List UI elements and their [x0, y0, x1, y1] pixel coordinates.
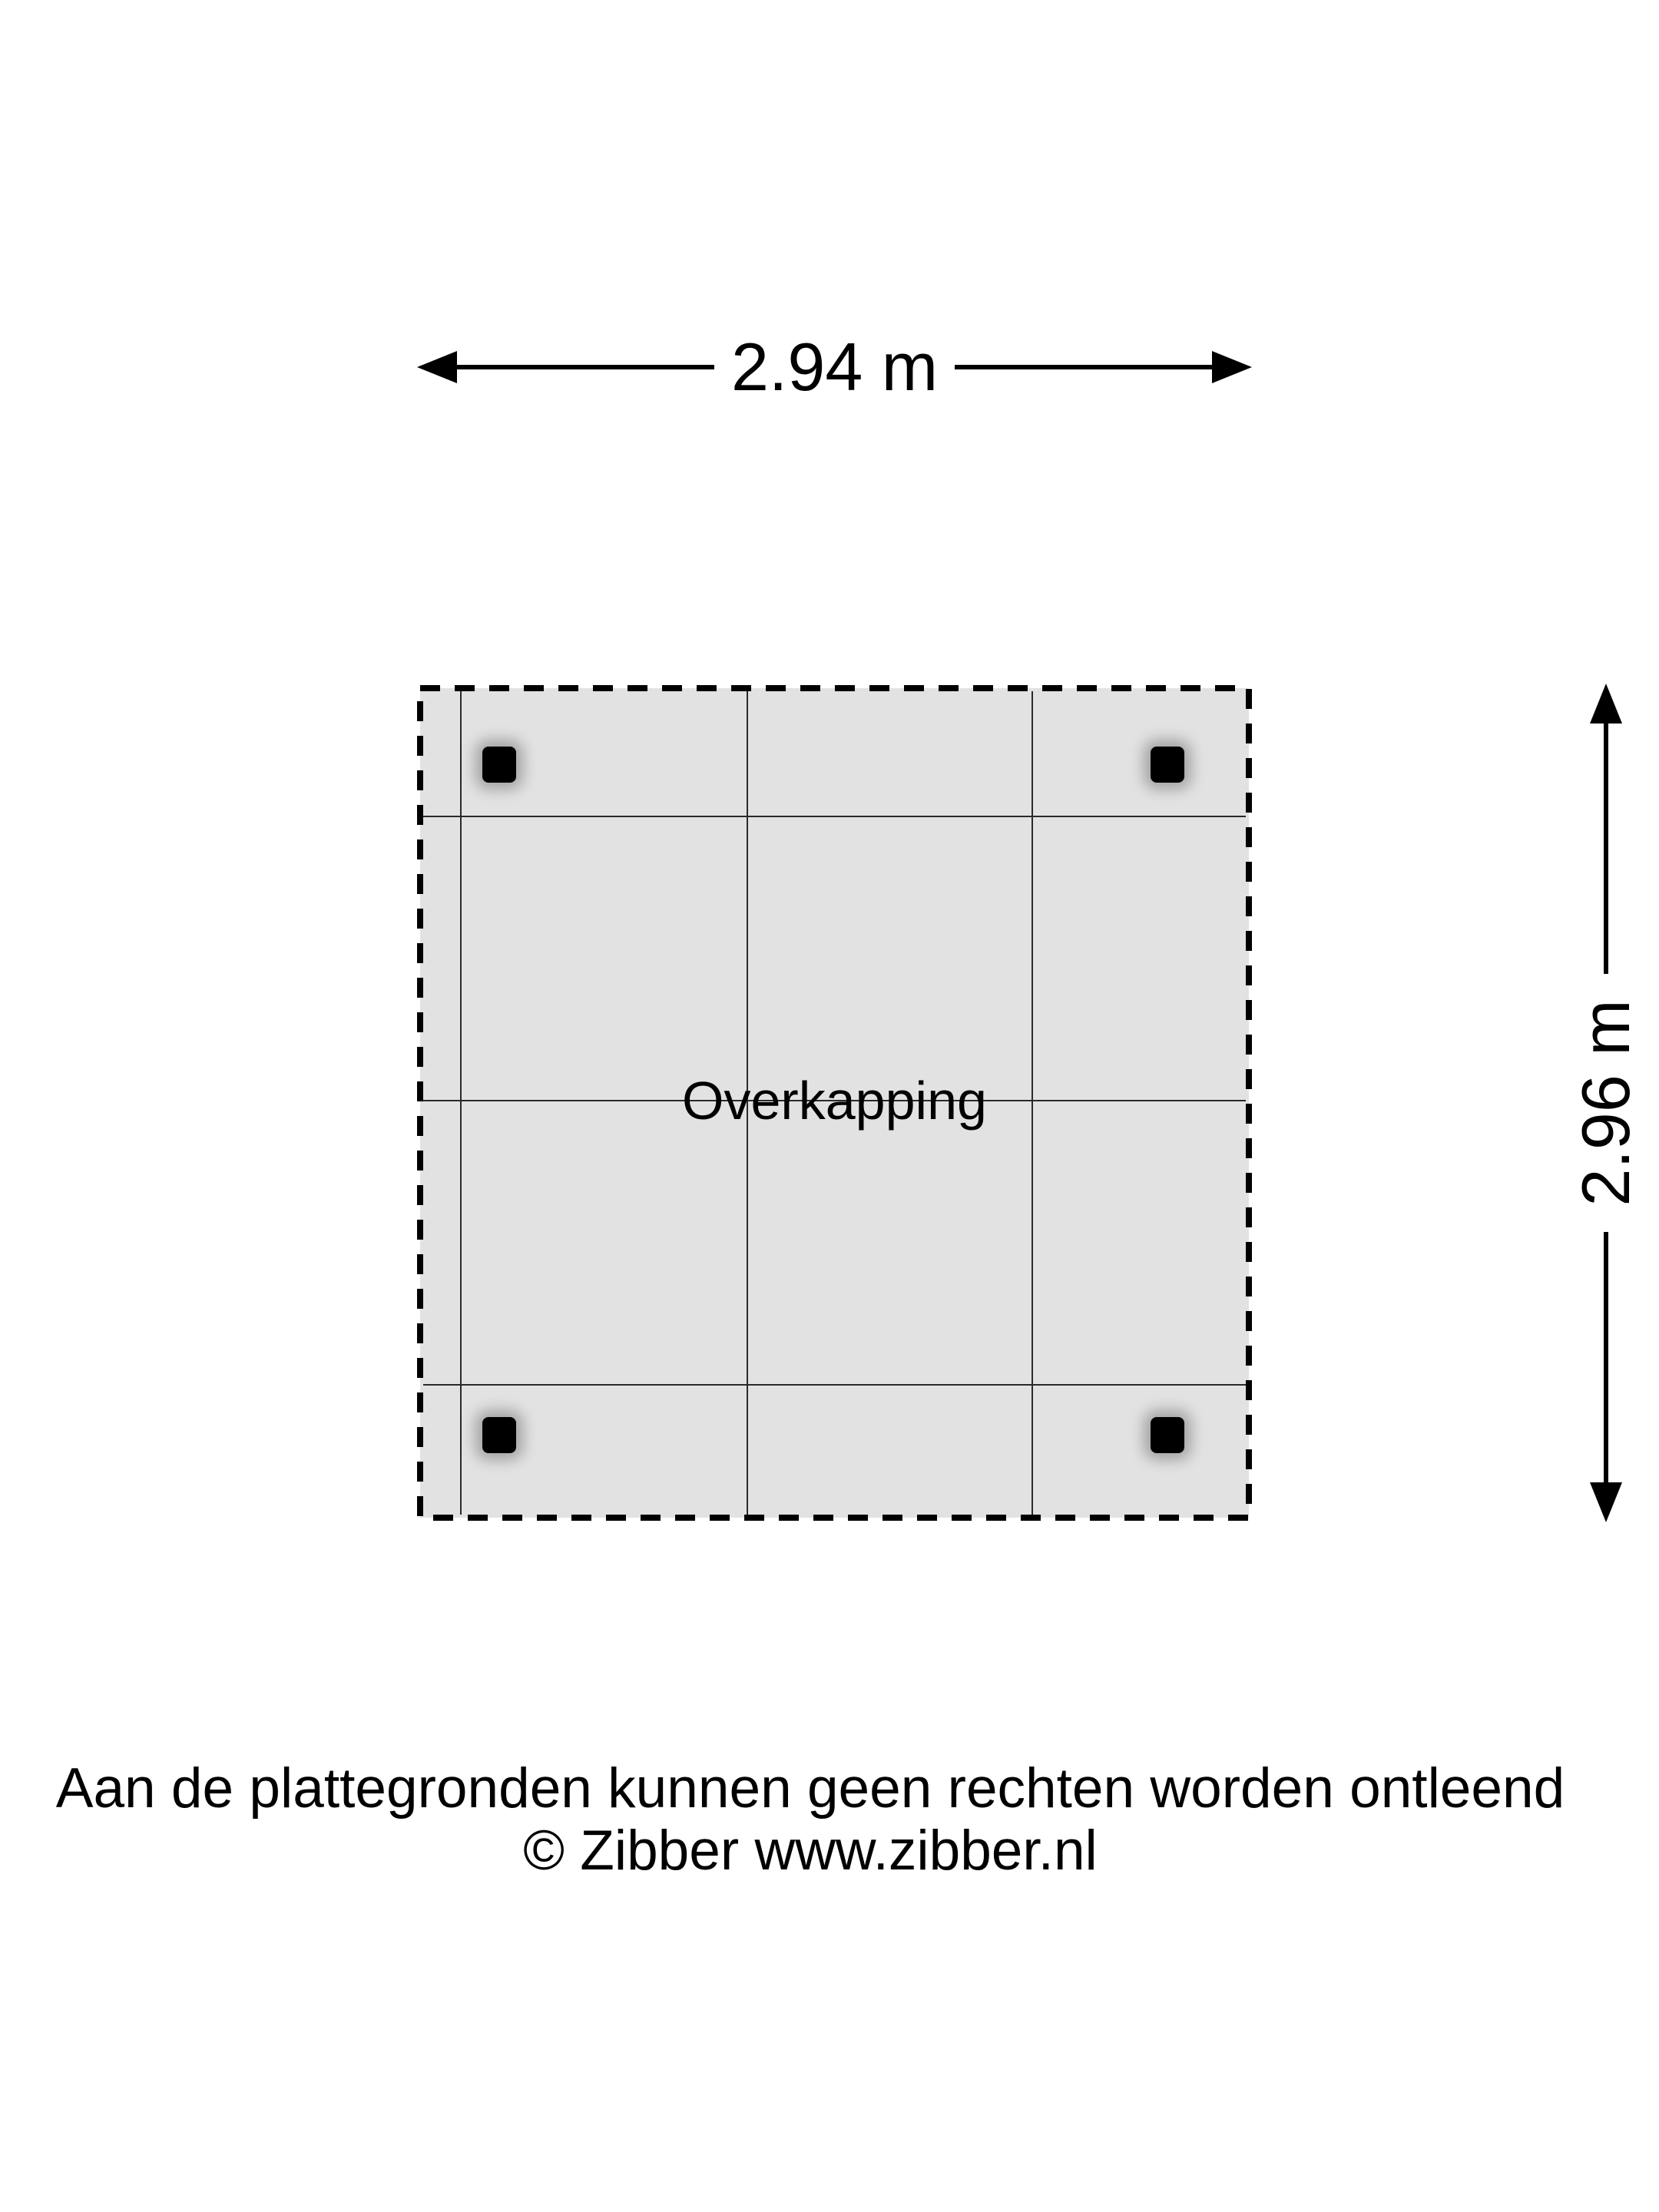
- dimension-line: [1604, 1232, 1608, 1482]
- dimension-line: [1604, 724, 1608, 974]
- arrow-down-icon: [1590, 1482, 1622, 1522]
- arrow-right-icon: [1212, 351, 1252, 383]
- width-dimension-label: 2.94 m: [730, 329, 939, 405]
- copyright-text: © Zibber www.zibber.nl: [523, 1820, 1098, 1882]
- height-dimension-label: 2.96 m: [1568, 999, 1644, 1207]
- floor-plan-graphic: [417, 685, 1252, 1521]
- post-marker: [482, 747, 516, 783]
- post-marker: [1151, 1417, 1184, 1453]
- disclaimer-text: Aan de plattegronden kunnen geen rechten…: [55, 1757, 1565, 1820]
- floor-plan: Overkapping: [417, 685, 1252, 1521]
- post-marker: [1151, 747, 1184, 783]
- arrow-up-icon: [1590, 684, 1622, 724]
- room-fill: [420, 688, 1249, 1518]
- arrow-left-icon: [417, 351, 457, 383]
- dimension-line: [955, 365, 1212, 369]
- dimension-line: [457, 365, 714, 369]
- post-marker: [482, 1417, 516, 1453]
- room-label: Overkapping: [682, 1071, 987, 1131]
- width-dimension: 2.94 m: [417, 332, 1252, 402]
- height-dimension-label-box: 2.96 m: [1568, 974, 1644, 1232]
- footer: Aan de plattegronden kunnen geen rechten…: [0, 1757, 1621, 1882]
- height-dimension: 2.96 m: [1568, 684, 1644, 1522]
- grid-lines: [423, 691, 1246, 1515]
